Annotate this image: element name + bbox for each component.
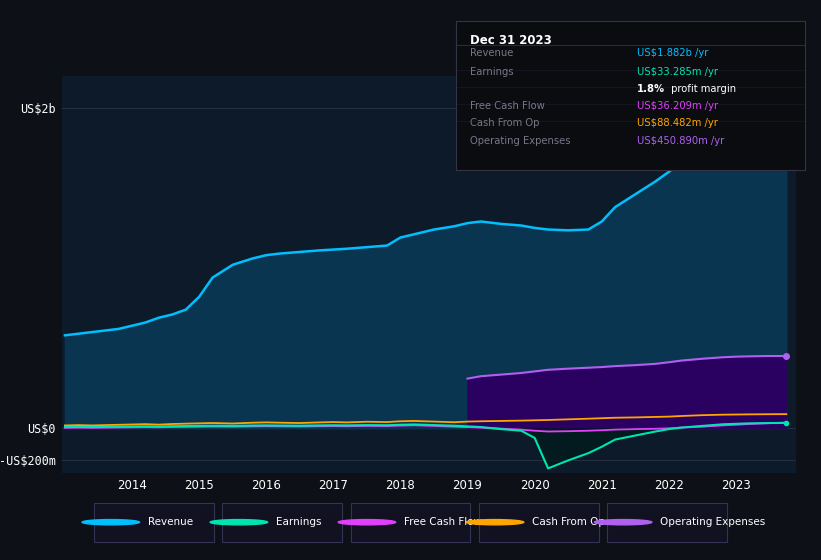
Text: Revenue: Revenue bbox=[148, 517, 193, 527]
Text: US$1.882b /yr: US$1.882b /yr bbox=[637, 48, 709, 58]
Text: Revenue: Revenue bbox=[470, 48, 513, 58]
Text: US$88.482m /yr: US$88.482m /yr bbox=[637, 119, 718, 128]
Text: Cash From Op: Cash From Op bbox=[470, 119, 539, 128]
Text: Earnings: Earnings bbox=[276, 517, 321, 527]
Text: Dec 31 2023: Dec 31 2023 bbox=[470, 34, 552, 47]
FancyBboxPatch shape bbox=[222, 502, 342, 542]
Text: Free Cash Flow: Free Cash Flow bbox=[404, 517, 482, 527]
Text: US$36.209m /yr: US$36.209m /yr bbox=[637, 101, 718, 111]
Circle shape bbox=[338, 520, 396, 525]
FancyBboxPatch shape bbox=[479, 502, 599, 542]
Text: Operating Expenses: Operating Expenses bbox=[470, 136, 570, 146]
Circle shape bbox=[594, 520, 652, 525]
FancyBboxPatch shape bbox=[94, 502, 214, 542]
Text: US$450.890m /yr: US$450.890m /yr bbox=[637, 136, 724, 146]
Circle shape bbox=[82, 520, 140, 525]
Text: Cash From Op: Cash From Op bbox=[532, 517, 605, 527]
Circle shape bbox=[210, 520, 268, 525]
Text: Free Cash Flow: Free Cash Flow bbox=[470, 101, 544, 111]
Text: profit margin: profit margin bbox=[668, 85, 736, 94]
Text: Earnings: Earnings bbox=[470, 67, 513, 77]
Text: US$33.285m /yr: US$33.285m /yr bbox=[637, 67, 718, 77]
Text: 1.8%: 1.8% bbox=[637, 85, 665, 94]
Text: Operating Expenses: Operating Expenses bbox=[660, 517, 765, 527]
FancyBboxPatch shape bbox=[607, 502, 727, 542]
Circle shape bbox=[466, 520, 524, 525]
FancyBboxPatch shape bbox=[351, 502, 470, 542]
